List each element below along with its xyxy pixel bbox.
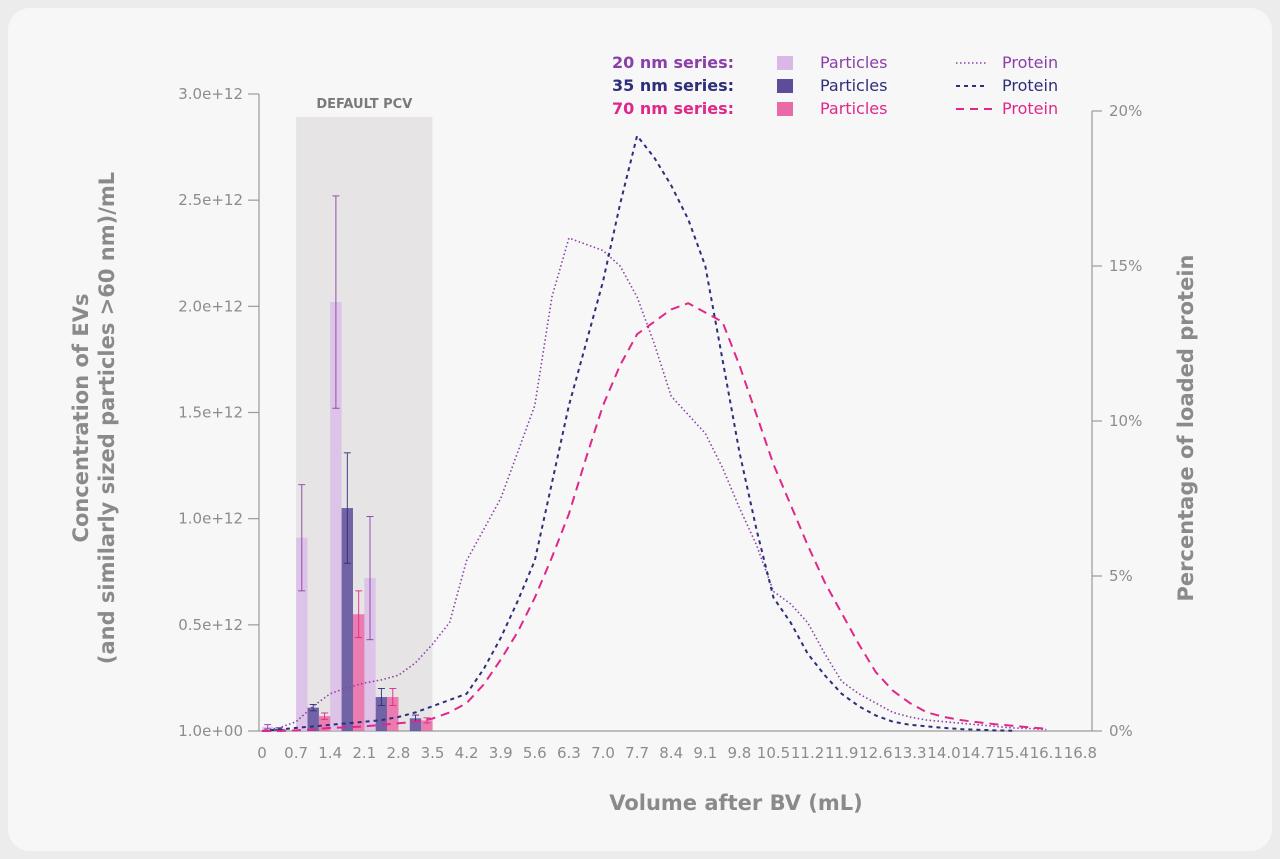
x-axis-title: Volume after BV (mL) [609, 791, 863, 815]
x-tick-label: 12.6 [859, 744, 892, 762]
particle-bar [341, 508, 353, 731]
x-tick-label: 15.4 [995, 744, 1028, 762]
right-tick-label: 15% [1109, 257, 1142, 275]
legend-20nm-particle-swatch [777, 56, 793, 70]
x-tick-label: 10.5 [757, 744, 790, 762]
legend-20nm-head: 20 nm series: [612, 53, 734, 72]
legend-35nm-head: 35 nm series: [612, 76, 734, 95]
x-tick-label: 4.2 [455, 744, 479, 762]
right-tick-label: 10% [1109, 412, 1142, 430]
x-tick-label: 0 [257, 744, 267, 762]
x-tick-label: 9.8 [727, 744, 751, 762]
particle-bar [353, 614, 365, 731]
x-tick-label: 0.7 [284, 744, 308, 762]
x-tick-label: 11.2 [791, 744, 824, 762]
left-tick-label: 1.5e+12 [178, 404, 243, 422]
left-tick-label: 1.0e+00 [178, 722, 243, 740]
legend-70nm-protein-label: Protein [1002, 99, 1058, 118]
particle-bar [375, 697, 388, 731]
x-tick-label: 1.4 [318, 744, 342, 762]
left-tick-label: 3.0e+12 [178, 85, 243, 103]
legend-20nm-protein-label: Protein [1002, 53, 1058, 72]
x-tick-label: 2.1 [352, 744, 376, 762]
x-tick-label: 13.3 [893, 744, 926, 762]
left-axis-title-line2: (and similarly sized particles >60 nm)/m… [95, 172, 119, 664]
x-tick-label: 7.0 [591, 744, 615, 762]
right-tick-label: 5% [1109, 567, 1133, 585]
legend-35nm-particle-swatch [777, 79, 793, 93]
left-tick-label: 0.5e+12 [178, 616, 243, 634]
right-tick-label: 20% [1109, 102, 1142, 120]
particle-bar [421, 720, 433, 731]
x-tick-label: 6.3 [557, 744, 581, 762]
right-tick-label: 0% [1109, 722, 1133, 740]
particle-bar [318, 716, 331, 731]
legend-20nm-particle-label: Particles [820, 53, 887, 72]
legend-70nm-particle-label: Particles [820, 99, 887, 118]
x-tick-label: 9.1 [693, 744, 717, 762]
x-tick-label: 3.5 [421, 744, 445, 762]
legend: 20 nm series: 35 nm series: 70 nm series… [612, 53, 1058, 118]
x-tick-label: 5.6 [523, 744, 547, 762]
x-tick-label: 14.7 [961, 744, 994, 762]
chart-card [8, 8, 1272, 851]
protein-line [261, 237, 1047, 732]
particle-bar [364, 578, 376, 731]
left-axis: 1.0e+00 0.5e+12 1.0e+12 1.5e+12 2.0e+12 2.5e+… [178, 85, 260, 740]
x-tick-label: 16.1 [1030, 744, 1063, 762]
particle-bar [387, 697, 399, 731]
particle-bar [330, 302, 342, 731]
left-axis-title-line1: Concentration of EVs [69, 294, 93, 543]
right-axis: 0% 5% 10% 15% 20% [1091, 102, 1142, 740]
legend-35nm-protein-label: Protein [1002, 76, 1058, 95]
left-tick-label: 2.0e+12 [178, 297, 243, 315]
x-tick-label: 2.8 [386, 744, 410, 762]
particle-bar [296, 537, 308, 731]
default-pcv-label: DEFAULT PCV [316, 97, 412, 112]
x-tick-label: 14.0 [927, 744, 960, 762]
legend-35nm-particle-label: Particles [820, 76, 887, 95]
x-tick-label: 11.9 [825, 744, 858, 762]
x-tick-label: 3.9 [489, 744, 513, 762]
x-tick-label: 16.8 [1064, 744, 1097, 762]
particle-bar [409, 718, 422, 731]
right-axis-title: Percentage of loaded protein [1174, 255, 1198, 602]
left-tick-label: 1.0e+12 [178, 510, 243, 528]
particle-bar [307, 707, 319, 731]
protein-lines [261, 134, 1047, 732]
x-axis: 0 0.7 1.4 2.1 2.8 3.5 4.2 3.9 5.6 6.3 7.0 7.7 8.4 9.1… [257, 730, 1097, 762]
left-tick-label: 2.5e+12 [178, 191, 243, 209]
x-tick-label: 7.7 [625, 744, 649, 762]
legend-70nm-particle-swatch [777, 102, 793, 116]
x-tick-label: 8.4 [659, 744, 683, 762]
particle-bars [262, 195, 433, 731]
legend-70nm-head: 70 nm series: [612, 99, 734, 118]
